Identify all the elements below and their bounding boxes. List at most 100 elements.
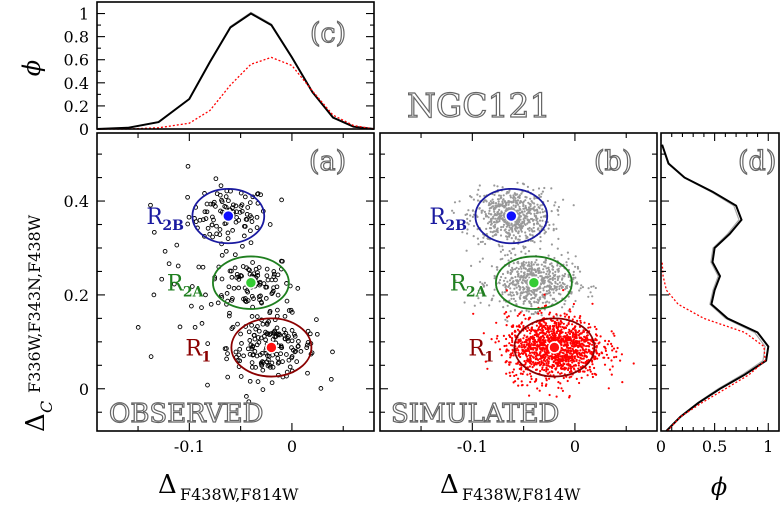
simulated-star [544,265,547,268]
simulated-star [504,228,507,231]
panel-b-xticks: -0.1 0 [420,133,627,456]
simulated-star [567,357,570,360]
simulated-star [530,348,533,351]
simulated-star [506,221,509,224]
simulated-star [528,351,532,355]
simulated-star [576,265,580,269]
simulated-star [522,337,525,340]
simulated-star [510,237,513,240]
observed-star [283,331,289,336]
simulated-star [548,371,551,374]
simulated-star [508,250,511,253]
simulated-star [482,236,485,239]
population-label-sub: 1 [201,349,211,365]
simulated-star [522,245,525,248]
simulated-star [593,358,596,361]
simulated-star [528,211,531,214]
simulated-star [557,356,560,359]
simulated-star [524,267,527,270]
simulated-star [611,365,614,368]
observed-star [202,209,208,215]
simulated-star [501,217,504,220]
simulated-star [586,369,589,372]
simulated-star [547,273,550,276]
simulated-star [574,348,578,352]
panel-c-curves [96,11,375,130]
simulated-star [496,185,499,188]
simulated-star [543,229,546,232]
simulated-star [545,366,548,369]
population-label-sub: 1 [484,349,494,365]
simulated-star [507,203,510,206]
simulated-star [584,348,588,351]
panel-c-yticks: 0 0.2 0.4 0.6 0.8 1 [64,5,374,139]
panel-c: 0 0.2 0.4 0.6 0.8 1 ϕ (c) [18,1,375,139]
simulated-star [538,309,542,312]
observed-star [249,219,255,224]
simulated-star [580,361,583,364]
simulated-star [542,271,545,274]
observed-star [264,359,270,365]
simulated-star [572,364,576,367]
simulated-star [587,322,591,326]
simulated-star [492,200,495,204]
simulated-star [528,394,531,397]
simulated-star [591,360,594,363]
simulated-star [537,362,540,365]
simulated-star [502,194,505,197]
observed-star [219,276,225,282]
simulated-star [501,245,504,248]
simulated-star [534,358,538,361]
simulated-star [514,204,518,207]
simulated-star [594,338,597,342]
simulated-star [537,312,540,315]
simulated-star [572,273,575,277]
x-tick-label: 0.5 [702,437,727,456]
simulated-star [536,267,540,270]
observed-star [215,300,221,306]
simulated-star [540,271,543,274]
simulated-star [541,293,544,296]
simulated-star [551,334,555,337]
observed-star [227,310,232,316]
simulated-star [572,331,575,334]
simulated-star [536,298,539,301]
observed-star [135,325,141,330]
population-centroid [244,276,258,290]
panel-d: 0 0.5 1 (d) ϕ [656,132,780,501]
observed-star [223,248,229,254]
simulated-star [519,208,522,211]
simulated-star [541,301,545,304]
simulated-star [528,221,531,224]
simulated-star [556,329,559,333]
observed-star [265,277,271,283]
simulated-star [542,268,545,271]
simulated-star [553,284,556,288]
simulated-star [583,338,586,341]
simulated-star [538,347,541,350]
observed-star [263,296,269,301]
simulated-star [543,186,546,190]
simulated-star [544,301,547,304]
simulated-star [529,233,532,236]
figure-title: NGC121 [407,86,550,125]
simulated-star [553,322,556,325]
observed-star [273,334,279,339]
simulated-star [528,292,531,295]
observed-star [243,299,249,305]
observed-star [304,342,310,348]
observed-star [205,382,210,388]
simulated-star [541,334,545,337]
simulated-star [522,203,525,206]
simulated-star [550,370,553,373]
simulated-star [562,376,565,380]
simulated-star [538,219,542,222]
simulated-star [574,331,578,334]
simulated-star [605,353,609,356]
simulated-star [496,268,499,271]
observed-star [267,308,273,314]
simulated-star [485,284,488,287]
simulated-star [520,264,524,267]
simulated-star [553,297,556,300]
simulated-star [492,221,496,224]
